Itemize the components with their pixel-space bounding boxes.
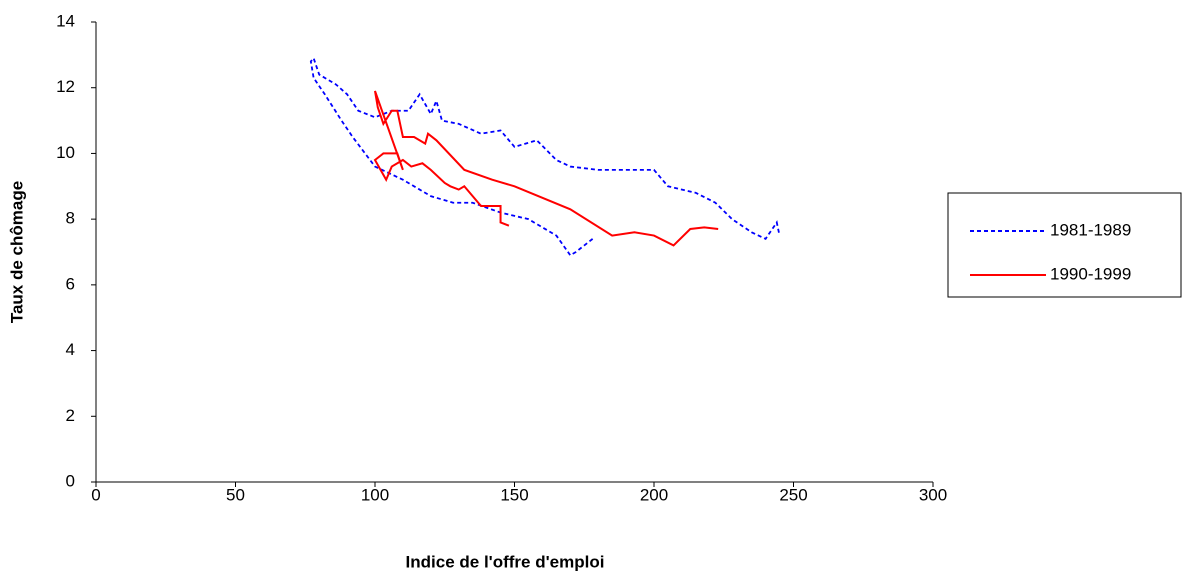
- y-tick-label: 4: [66, 340, 75, 359]
- series-line: [373, 90, 719, 247]
- y-tick-label: 12: [56, 77, 75, 96]
- y-tick-label: 14: [56, 11, 75, 30]
- series-line: [309, 56, 781, 257]
- legend-label: 1981-1989: [1050, 220, 1131, 239]
- y-tick-label: 2: [66, 406, 75, 425]
- y-tick-label: 10: [56, 143, 75, 162]
- x-axis-title: Indice de l'offre d'emploi: [406, 552, 605, 571]
- legend-label: 1990-1999: [1050, 264, 1131, 283]
- y-tick-label: 0: [66, 471, 75, 490]
- legend-box: [947, 192, 1182, 298]
- y-tick-label: 8: [66, 209, 75, 228]
- x-tick-label: 200: [640, 485, 668, 504]
- x-tick-label: 100: [361, 485, 389, 504]
- x-tick-label: 50: [226, 485, 245, 504]
- y-tick-label: 6: [66, 274, 75, 293]
- x-tick-label: 0: [91, 485, 100, 504]
- y-axis-title: Taux de chômage: [7, 181, 26, 323]
- x-tick-label: 250: [779, 485, 807, 504]
- x-tick-label: 300: [919, 485, 947, 504]
- x-tick-label: 150: [500, 485, 528, 504]
